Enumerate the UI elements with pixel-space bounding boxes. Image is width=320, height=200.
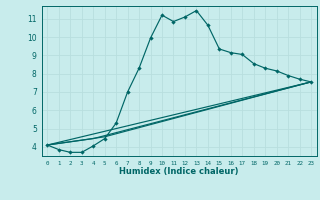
X-axis label: Humidex (Indice chaleur): Humidex (Indice chaleur) (119, 167, 239, 176)
